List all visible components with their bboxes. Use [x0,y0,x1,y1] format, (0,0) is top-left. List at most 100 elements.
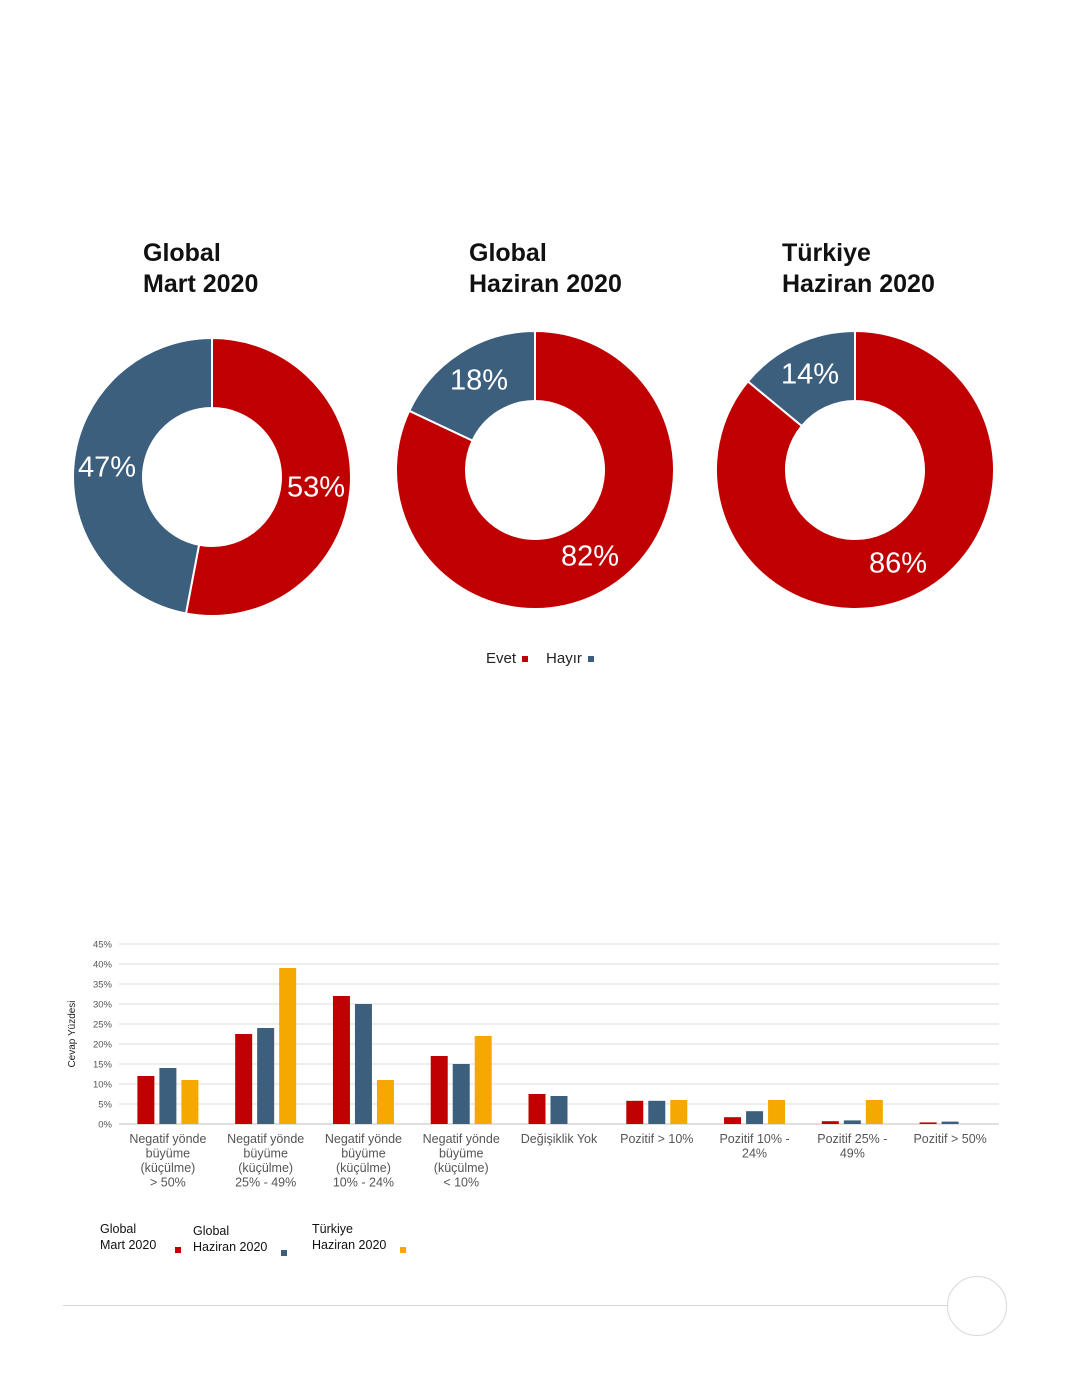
x-tick-label: (küçülme) [238,1161,293,1175]
y-tick-label: 5% [98,1100,112,1111]
donut-value-label: 14% [781,359,839,391]
x-tick-label: 24% [742,1147,767,1161]
legend-label-hayir: Hayır [546,650,582,667]
donut-value-label: 47% [78,452,136,484]
footer-divider [63,1305,947,1306]
x-tick-label: Pozitif 25% - [817,1132,887,1146]
bar [919,1122,937,1124]
legend-line1: Global [100,1222,137,1236]
x-tick-label: Pozitif > 10% [620,1132,693,1146]
bar-legend-global-mart: Global Mart 2020 [100,1221,181,1253]
page-number-circle [947,1276,1007,1336]
donut-slice-hayır [746,329,856,428]
bar [354,1004,372,1124]
bar [452,1064,470,1124]
y-axis-label: Cevap Yüzdesi [67,1000,78,1067]
x-tick-label: 49% [840,1147,865,1161]
bar [279,968,297,1124]
donut-title-line2: Haziran 2020 [469,270,622,298]
x-tick-label: Pozitif 10% - [719,1132,789,1146]
y-tick-label: 10% [93,1080,113,1091]
donut-title-turkiye-haziran: Türkiye Haziran 2020 [782,238,935,300]
legend-swatch-hayir [587,655,594,662]
bar [430,1056,448,1124]
bar [376,1080,394,1124]
donut-title-global-mart: Global Mart 2020 [143,238,258,300]
bar [843,1120,861,1124]
y-tick-label: 30% [93,1000,113,1011]
x-tick-label: Negatif yönde [227,1132,304,1146]
x-tick-label: (küçülme) [140,1161,195,1175]
y-tick-label: 15% [93,1060,113,1071]
bar [941,1121,959,1124]
bar [626,1100,644,1124]
y-tick-label: 20% [93,1040,113,1051]
bar [648,1100,666,1124]
donut-slice-evet [715,329,995,610]
donut-slice-hayır [407,329,536,442]
legend-line1: Türkiye [312,1222,353,1236]
donut-1: 82% 18% [395,329,675,610]
legend-label-evet: Evet [486,650,517,667]
x-tick-label: Negatif yönde [423,1132,500,1146]
y-tick-label: 35% [93,980,113,991]
bar [670,1100,688,1124]
legend-swatch-evet [522,655,529,662]
x-tick-label: Pozitif > 50% [913,1132,986,1146]
bar [159,1068,177,1124]
legend-line2: Haziran 2020 [193,1240,268,1254]
x-tick-label: 25% - 49% [235,1176,296,1190]
donut-legend: Evet Hayır [486,650,594,667]
bar [768,1100,786,1124]
x-tick-label: Değişiklik Yok [521,1132,598,1146]
x-tick-label: (küçülme) [336,1161,391,1175]
bar [181,1080,199,1124]
bar [724,1117,742,1124]
donut-title-line1: Türkiye [782,239,871,267]
x-tick-label: büyüme [146,1147,191,1161]
bar [257,1028,275,1124]
y-tick-label: 45% [93,940,113,951]
bar [332,996,350,1124]
x-tick-label: Negatif yönde [325,1132,402,1146]
legend-line2: Haziran 2020 [312,1238,387,1252]
x-tick-label: < 10% [443,1176,479,1190]
bar-chart: 0% 5% 10% 15% 20% 25% 30% 35% 40% 45% Cevap Yüzdes… [67,940,999,1190]
donut-title-line2: Haziran 2020 [782,270,935,298]
bar [137,1076,155,1124]
x-tick-label: 10% - 24% [333,1176,394,1190]
x-tick-label: büyüme [341,1147,386,1161]
bar [528,1094,546,1124]
donut-0: 53% 47% [72,336,352,617]
x-tick-label: büyüme [439,1147,484,1161]
donut-title-line1: Global [143,239,221,267]
bar [550,1096,568,1124]
bar-legend-global-haziran: Global Haziran 2020 [193,1223,287,1256]
donut-value-label: 82% [561,541,619,573]
y-tick-label: 40% [93,960,113,971]
x-tick-label: büyüme [243,1147,288,1161]
donut-value-label: 18% [450,365,508,397]
donut-slice-evet [395,329,675,610]
donut-value-label: 86% [869,548,927,580]
donut-2: 86% 14% [715,329,995,610]
legend-swatch-global-haziran [281,1250,287,1256]
y-tick-label: 25% [93,1020,113,1031]
bar [821,1121,839,1124]
donut-title-line2: Mart 2020 [143,270,259,298]
donut-slice-evet [184,336,352,617]
legend-line2: Mart 2020 [100,1238,157,1252]
y-tick-label: 0% [98,1120,112,1131]
bar-legend-turkiye-haziran: Türkiye Haziran 2020 [312,1221,406,1253]
bar [865,1100,883,1124]
donut-value-label: 53% [287,472,345,504]
x-tick-label: Negatif yönde [129,1132,206,1146]
legend-swatch-turkiye-haziran [400,1247,406,1253]
donut-title-line1: Global [469,239,547,267]
legend-swatch-global-mart [175,1247,181,1253]
x-tick-label: (küçülme) [434,1161,489,1175]
donut-slice-hayır [72,336,213,615]
x-tick-label: > 50% [150,1176,186,1190]
bar [746,1111,764,1124]
bar [235,1034,253,1124]
